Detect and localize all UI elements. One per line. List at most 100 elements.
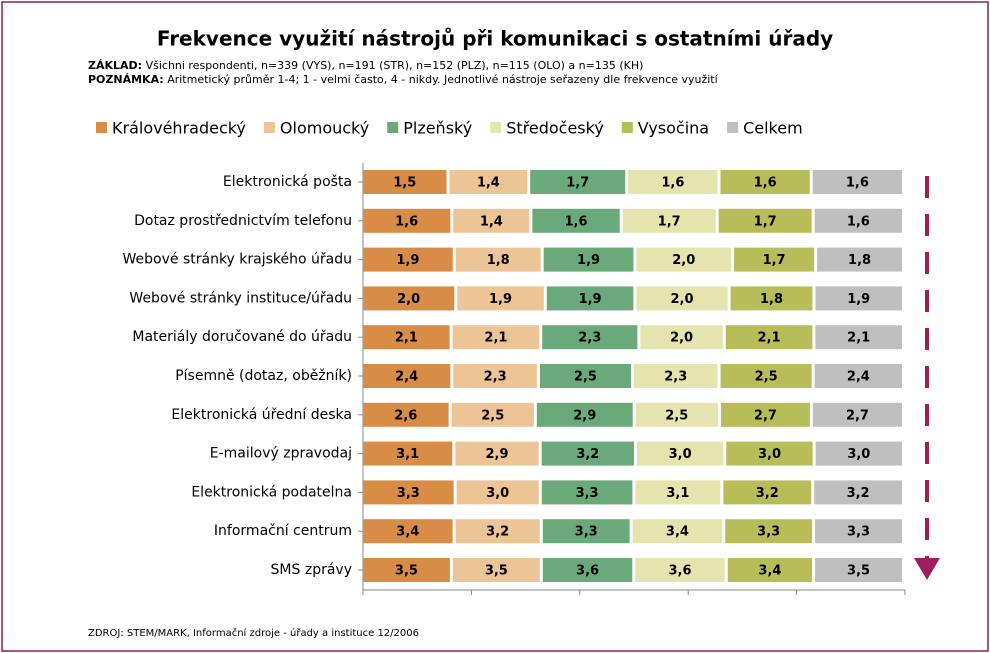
bar-segment bbox=[451, 402, 534, 427]
value-label: 2,4 bbox=[847, 370, 870, 385]
legend-swatch bbox=[621, 122, 633, 133]
bar-segment bbox=[455, 519, 540, 544]
value-label: 2,9 bbox=[485, 447, 508, 462]
value-label: 2,1 bbox=[395, 331, 418, 346]
bar-segment bbox=[543, 247, 634, 272]
value-label: 2,0 bbox=[670, 331, 693, 346]
bar-segment bbox=[635, 480, 721, 505]
bar-segment bbox=[363, 480, 454, 505]
chart-title: Frekvence využití nástrojů při komunikac… bbox=[157, 27, 833, 51]
value-label: 1,9 bbox=[396, 253, 419, 268]
value-label: 2,1 bbox=[847, 331, 870, 346]
bar-segment bbox=[542, 558, 633, 582]
bar-segment bbox=[541, 480, 633, 505]
value-label: 1,8 bbox=[760, 292, 783, 307]
bar-segment bbox=[452, 325, 540, 350]
value-label: 1,6 bbox=[565, 214, 588, 229]
value-label: 3,1 bbox=[666, 486, 689, 501]
value-label: 2,7 bbox=[754, 408, 777, 423]
bar-segment bbox=[815, 558, 902, 582]
legend-label: Plzeňský bbox=[403, 119, 472, 138]
value-label: 2,0 bbox=[672, 253, 695, 268]
y-tick-label: Dotaz prostřednictvím telefonu bbox=[134, 213, 352, 229]
legend-swatch bbox=[387, 122, 399, 133]
value-label: 1,6 bbox=[395, 214, 418, 229]
bar-segment bbox=[546, 286, 634, 311]
bar-segment bbox=[536, 402, 633, 427]
value-label: 2,5 bbox=[755, 370, 778, 385]
value-label: 2,0 bbox=[397, 292, 420, 307]
value-label: 2,5 bbox=[574, 370, 597, 385]
value-label: 1,4 bbox=[480, 214, 503, 229]
bar-segment bbox=[456, 480, 539, 505]
base-text: Všichni respondenti, n=339 (VYS), n=191 … bbox=[146, 59, 644, 72]
bar-segment bbox=[815, 325, 902, 350]
bar-segment bbox=[363, 402, 449, 427]
source: ZDROJ: STEM/MARK, Informační zdroje - úř… bbox=[88, 627, 419, 639]
base-note: ZÁKLAD: Všichni respondenti, n=339 (VYS)… bbox=[88, 59, 643, 72]
value-label: 2,5 bbox=[665, 408, 688, 423]
bar-segment bbox=[817, 247, 902, 272]
bar-segment bbox=[541, 441, 634, 466]
value-label: 2,9 bbox=[573, 408, 596, 423]
value-label: 3,5 bbox=[395, 564, 418, 579]
bar-segment bbox=[640, 325, 723, 350]
bar-segment bbox=[457, 286, 544, 311]
value-label: 3,6 bbox=[576, 564, 599, 579]
bar-segment bbox=[453, 364, 537, 388]
legend-swatch bbox=[490, 122, 502, 133]
value-label: 1,6 bbox=[661, 176, 684, 191]
bar-segment bbox=[363, 286, 455, 311]
bar-segment bbox=[725, 519, 813, 544]
value-label: 2,6 bbox=[394, 408, 417, 423]
value-label: 1,6 bbox=[754, 176, 777, 191]
y-tick-label: Písemně (dotaz, oběžník) bbox=[175, 368, 352, 384]
value-label: 3,0 bbox=[486, 486, 509, 501]
value-label: 3,3 bbox=[397, 486, 420, 501]
bar-segment bbox=[363, 325, 450, 350]
value-label: 2,3 bbox=[578, 331, 601, 346]
value-label: 2,0 bbox=[670, 292, 693, 307]
value-label: 1,7 bbox=[763, 253, 786, 268]
legend-label: Olomoucký bbox=[280, 119, 369, 138]
value-label: 3,3 bbox=[576, 486, 599, 501]
y-tick-label: SMS zprávy bbox=[271, 562, 352, 578]
y-tick-label: Elektronická pošta bbox=[223, 174, 352, 190]
bar-segment bbox=[718, 208, 812, 233]
bar-segment bbox=[815, 286, 902, 311]
bar-segment bbox=[363, 247, 453, 272]
value-label: 3,2 bbox=[486, 525, 509, 540]
value-label: 2,7 bbox=[846, 408, 869, 423]
bar-segment bbox=[453, 208, 530, 233]
base-label: ZÁKLAD: bbox=[88, 59, 142, 72]
value-label: 1,8 bbox=[487, 253, 510, 268]
bar-segment bbox=[449, 170, 528, 194]
value-label: 1,7 bbox=[754, 214, 777, 229]
value-label: 1,9 bbox=[579, 292, 602, 307]
value-label: 2,3 bbox=[484, 370, 507, 385]
value-label: 3,0 bbox=[669, 447, 692, 462]
y-tick-label: Elektronická podatelna bbox=[191, 484, 352, 500]
value-label: 3,3 bbox=[575, 525, 598, 540]
value-label: 3,4 bbox=[396, 525, 419, 540]
value-label: 3,4 bbox=[666, 525, 689, 540]
y-tick-label: Webové stránky instituce/úřadu bbox=[129, 290, 352, 306]
y-tick-label: Materiály doručované do úřadu bbox=[132, 329, 352, 345]
bar-segment bbox=[363, 441, 453, 466]
y-tick-label: E-mailový zpravodaj bbox=[210, 446, 352, 462]
value-label: 1,5 bbox=[393, 176, 416, 191]
legend-swatch bbox=[96, 122, 107, 133]
value-label: 3,2 bbox=[576, 447, 599, 462]
value-label: 3,2 bbox=[847, 486, 870, 501]
legend-label: Celkem bbox=[743, 119, 803, 138]
bar-segment bbox=[363, 364, 451, 388]
note-text: Aritmetický průměr 1-4; 1 - velmi často,… bbox=[167, 73, 718, 86]
y-tick-label: Elektronická úřední deska bbox=[171, 407, 352, 423]
bar-segment bbox=[539, 364, 631, 388]
legend-label: Středočeský bbox=[506, 119, 604, 138]
bar-segment bbox=[634, 364, 718, 388]
bar-segment bbox=[532, 208, 620, 233]
bar-segment bbox=[632, 519, 723, 544]
bar-segment bbox=[812, 170, 902, 194]
bar-segment bbox=[542, 519, 630, 544]
